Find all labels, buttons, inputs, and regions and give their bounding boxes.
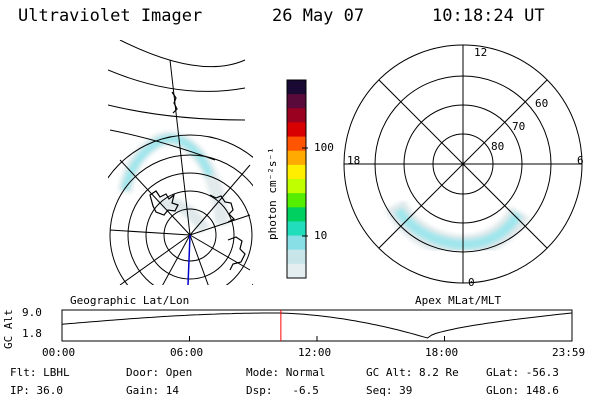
altitude-xtick: 23:59 [552,346,586,359]
right-map-caption: Apex MLat/MLT [415,294,502,307]
meridian [169,59,191,236]
status-gain: Gain: 14 [126,384,179,397]
altitude-ytick-high: 9.0 [22,306,42,319]
lat-arc [119,40,246,68]
colorbar-swatch [287,207,306,222]
colorbar-swatch [287,150,306,166]
left-map-caption: Geographic Lat/Lon [70,294,190,307]
time-label: 10:18:24 UT [432,6,545,26]
colorbar-swatch [287,235,306,251]
altitude-xtick: 12:00 [298,346,332,359]
aurora-emission-right [385,199,530,257]
colorbar-swatch [287,122,306,138]
colorbar-swatch [287,193,306,208]
status-mode: Mode: Normal [246,366,326,379]
colorbar-tick-10: 10 [314,229,328,242]
magnetic-polar-map [343,44,583,284]
mlt-diagonal [378,79,548,249]
altitude-xtick: 06:00 [170,346,204,359]
colorbar-swatch [287,221,306,237]
mlat-label-60: 60 [535,97,549,110]
altitude-xtick: 00:00 [42,346,76,359]
colorbar-swatch [287,94,306,109]
mlt-label-18: 18 [347,154,361,167]
status-dsp: Dsp: -6.5 [246,384,319,397]
status-ip: IP: 36.0 [10,384,63,397]
date-label: 26 May 07 [272,6,365,26]
colorbar-swatch [287,179,306,194]
colorbar-swatch [287,164,306,180]
colorbar-swatch [287,249,306,265]
colorbar-swatch [287,80,306,95]
colorbar-frame [286,79,307,279]
current-meridian [187,234,191,285]
coastline [149,190,179,216]
altitude-curve [61,312,573,339]
colorbar-swatch [287,263,306,279]
colorbar [286,79,308,279]
colorbar-swatch [287,108,306,123]
instrument-title: Ultraviolet Imager [18,6,203,26]
altitude-ylabel: GC Alt [2,309,15,349]
status-door: Door: Open [126,366,193,379]
colorbar-tick-100: 100 [314,141,334,154]
colorbar-label: photon cm⁻²s⁻¹ [266,147,279,240]
mlt-label-12: 12 [474,46,488,59]
mlat-label-80: 80 [491,140,505,153]
colorbar-swatch [287,136,306,152]
status-glat: GLat: -56.3 [486,366,559,379]
status-gc-alt: GC Alt: 8.2 Re [366,366,459,379]
mlt-label-0: 0 [468,276,475,289]
altitude-plot [61,309,573,342]
mlt-label-6: 6 [577,154,584,167]
status-glon: GLon: 148.6 [486,384,559,397]
altitude-ytick-low: 1.8 [22,327,42,340]
status-seq: Seq: 39 [366,384,413,397]
lat-circle [108,134,253,179]
mlat-label-70: 70 [512,120,526,133]
altitude-xtick: 18:00 [425,346,459,359]
status-filter: Flt: LBHL [10,366,70,379]
geographic-map [108,40,253,285]
